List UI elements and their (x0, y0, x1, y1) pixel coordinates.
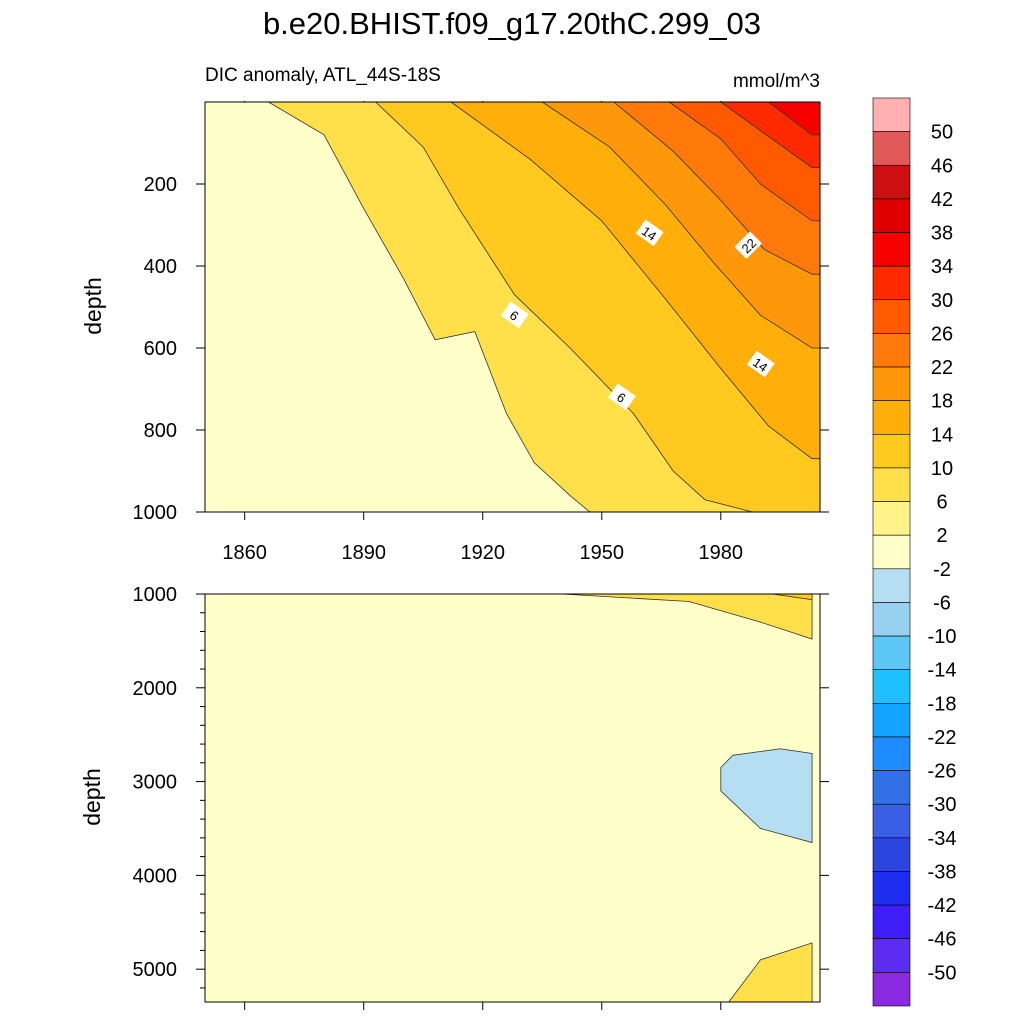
y-tick-label: 1000 (133, 584, 178, 606)
top-panel-plot: 14 22 6 14 6 1860 1890 1920 1950 1980 200 400 600 800… (133, 101, 829, 564)
colorbar-swatch (872, 534, 911, 570)
colorbar-swatch (872, 602, 911, 637)
colorbar-swatch (872, 501, 911, 536)
x-tick-label: 1890 (341, 542, 386, 564)
colorbar-swatch (872, 669, 911, 704)
colorbar-swatch (872, 299, 911, 334)
y-tick-label: 4000 (133, 865, 178, 887)
colorbar-label: -14 (928, 660, 957, 682)
colorbar-label: -18 (928, 693, 957, 715)
colorbar-label: 26 (931, 323, 953, 345)
colorbar-label: 34 (931, 256, 953, 278)
colorbar-swatch (872, 400, 911, 435)
colorbar-label: 18 (931, 391, 953, 413)
bottom-background-fill (205, 594, 820, 1002)
contour-label: 6 (608, 383, 636, 411)
colorbar-label: 10 (931, 458, 953, 480)
colorbar-swatch (872, 904, 911, 940)
colorbar-swatch (872, 972, 911, 1007)
colorbar-label: 50 (931, 122, 953, 144)
x-tick-label: 1950 (580, 542, 625, 564)
contour-label: 6 (500, 301, 529, 329)
colorbar-swatch (872, 265, 911, 301)
colorbar-label: -46 (928, 929, 957, 951)
colorbar-label: 46 (931, 155, 953, 177)
bottom-plot-frame (204, 593, 821, 1003)
colorbar-swatch (872, 568, 911, 603)
colorbar-swatch (872, 333, 911, 368)
colorbar-label: 6 (936, 492, 947, 514)
svg-text:14: 14 (750, 355, 770, 376)
colorbar-label: -42 (928, 895, 957, 917)
colorbar-swatch (872, 198, 911, 233)
colorbar-swatch (872, 97, 911, 132)
svg-text:14: 14 (639, 223, 659, 244)
colorbar-swatch (872, 131, 911, 166)
chart-title: b.e20.BHIST.f09_g17.20thC.299_03 (263, 6, 761, 41)
top-panel-ylabel: depth (80, 277, 106, 335)
colorbar-label: 42 (931, 189, 953, 211)
colorbar-label: 14 (931, 424, 953, 446)
contour-label: 14 (635, 219, 664, 247)
top-plot-frame (204, 101, 821, 513)
colorbar-swatch (872, 635, 911, 671)
colorbar-label: 30 (931, 290, 953, 312)
y-tick-label: 3000 (133, 772, 178, 794)
x-tick-label: 1860 (222, 542, 267, 564)
x-tick-label: 1980 (699, 542, 744, 564)
bottom-panel-plot: 1000 2000 3000 4000 5000 (133, 584, 829, 1010)
colorbar-swatch (872, 938, 911, 973)
colorbar-swatch (872, 433, 911, 469)
y-tick-label: 800 (144, 420, 177, 442)
colorbar-swatch (872, 770, 911, 805)
top-panel-units: mmol/m^3 (733, 71, 820, 92)
colorbar-label: 22 (931, 357, 953, 379)
colorbar-swatch (872, 837, 911, 872)
y-tick-label: 200 (144, 174, 177, 196)
colorbar-swatch (872, 803, 911, 839)
colorbar-label: 38 (931, 223, 953, 245)
y-tick-label: 1000 (133, 502, 178, 524)
colorbar-label: -2 (933, 559, 951, 581)
colorbar-swatch (872, 232, 911, 267)
y-tick-label: 600 (144, 338, 177, 360)
colorbar-swatch (872, 366, 911, 401)
colorbar-swatch (872, 164, 911, 200)
contour-label: 14 (746, 350, 775, 378)
y-tick-label: 2000 (133, 678, 178, 700)
colorbar-label: -26 (928, 761, 957, 783)
x-tick-label: 1920 (460, 542, 505, 564)
colorbar-label: -50 (928, 962, 957, 984)
y-tick-label: 400 (144, 256, 177, 278)
contour-label: 22 (734, 231, 763, 259)
colorbar-label: -6 (933, 592, 951, 614)
bottom-panel-ylabel: depth (79, 768, 105, 826)
colorbar-swatch (872, 736, 911, 771)
y-tick-label: 5000 (133, 959, 178, 981)
colorbar-swatch (872, 467, 911, 502)
colorbar-label: -22 (928, 727, 957, 749)
top-panel-subtitle: DIC anomaly, ATL_44S-18S (205, 65, 441, 86)
colorbar-swatch (872, 703, 911, 738)
colorbar-swatch (872, 871, 911, 906)
colorbar: 50 46 42 38 34 30 26 22 18 14 10 6 2 -2 -6 -10 -14 -18 -22… (872, 97, 957, 1007)
contour-region--6 (720, 748, 813, 844)
colorbar-label: -30 (928, 794, 957, 816)
colorbar-label: -10 (928, 626, 957, 648)
colorbar-label: -34 (928, 828, 957, 850)
colorbar-label: 2 (936, 525, 947, 547)
colorbar-label: -38 (928, 861, 957, 883)
